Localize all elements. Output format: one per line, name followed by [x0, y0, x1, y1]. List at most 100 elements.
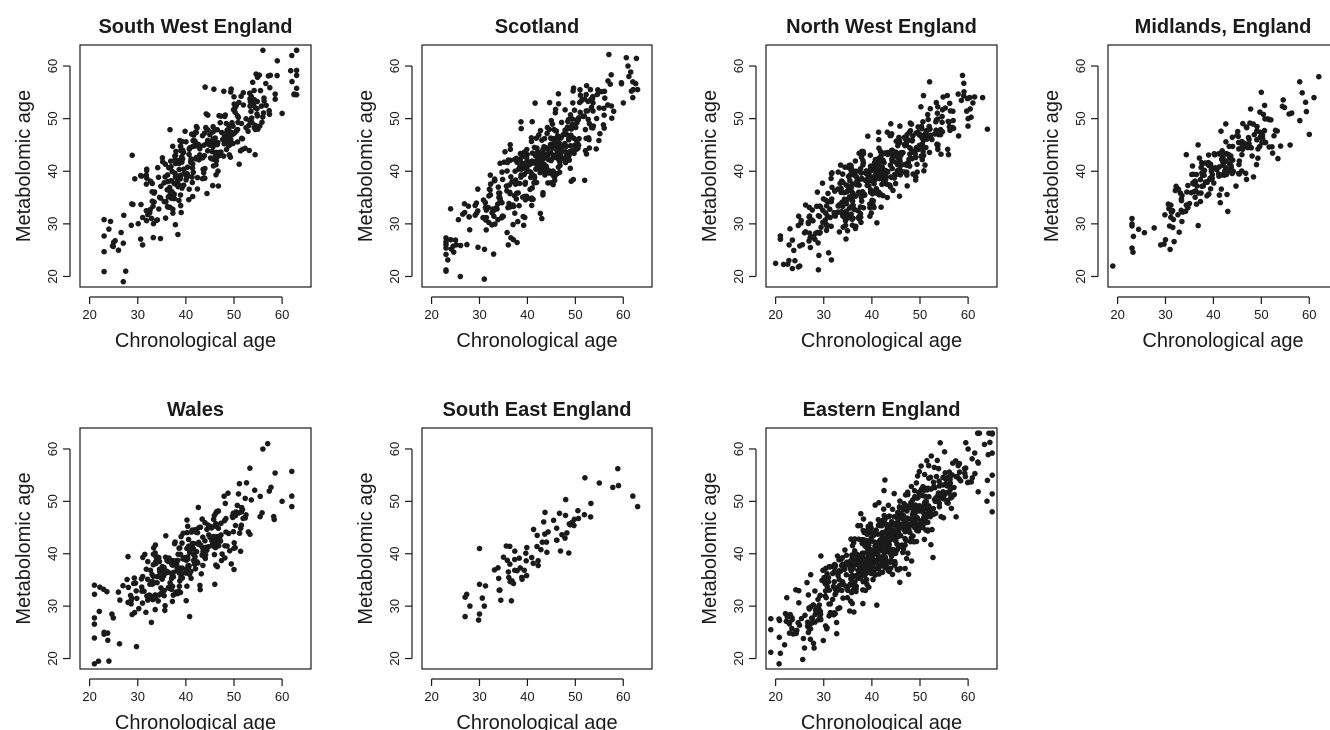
data-point — [185, 564, 192, 570]
data-point — [542, 172, 548, 178]
data-point — [212, 581, 218, 588]
data-point — [192, 138, 198, 144]
data-point — [575, 515, 582, 522]
y-tick-label: 50 — [45, 111, 60, 125]
data-point — [260, 114, 266, 120]
data-point — [836, 202, 842, 208]
data-point — [894, 521, 901, 527]
data-point — [109, 611, 115, 617]
data-point — [289, 503, 295, 510]
data-point — [875, 156, 881, 162]
data-point — [293, 72, 300, 79]
plot-frame — [79, 427, 312, 670]
data-point — [836, 605, 843, 611]
data-point — [897, 158, 903, 165]
data-point — [824, 223, 830, 229]
data-point — [888, 518, 895, 525]
data-point — [204, 526, 210, 533]
data-point — [167, 187, 173, 194]
data-point — [1235, 170, 1242, 177]
data-point — [158, 591, 164, 597]
data-point — [183, 177, 189, 183]
data-point — [109, 243, 116, 249]
data-point — [222, 543, 228, 549]
data-point — [892, 550, 899, 557]
y-tick-label: 60 — [387, 59, 402, 73]
data-point — [628, 88, 635, 94]
data-point — [1209, 171, 1216, 178]
data-point — [963, 108, 970, 114]
data-point — [867, 163, 874, 170]
panel-title: Wales — [167, 399, 224, 421]
data-point — [556, 510, 563, 517]
data-point — [289, 78, 295, 85]
data-point — [193, 548, 200, 555]
data-point — [825, 190, 831, 197]
data-point — [858, 510, 864, 517]
data-point — [1229, 134, 1236, 141]
data-point — [475, 186, 481, 192]
data-point — [882, 175, 888, 181]
data-point — [938, 151, 944, 157]
data-point — [199, 175, 206, 182]
data-point — [940, 94, 946, 100]
data-point — [211, 551, 218, 558]
data-point — [807, 626, 814, 632]
data-point — [215, 525, 222, 532]
data-point — [801, 645, 808, 651]
data-point — [897, 123, 903, 129]
data-point — [223, 120, 230, 127]
data-point — [139, 600, 146, 606]
data-point — [823, 578, 829, 584]
data-point — [542, 509, 548, 516]
data-point — [892, 537, 898, 543]
data-point — [534, 145, 540, 151]
data-point — [877, 148, 884, 155]
data-point — [907, 151, 913, 157]
y-tick-label: 30 — [731, 599, 746, 613]
data-point — [596, 137, 602, 144]
data-point — [1234, 132, 1240, 139]
data-point — [893, 138, 899, 144]
data-point — [228, 129, 235, 136]
data-point — [934, 457, 941, 464]
data-point — [136, 605, 142, 612]
data-point — [189, 165, 196, 171]
data-point — [1197, 198, 1204, 205]
data-point — [122, 268, 129, 275]
data-point — [184, 517, 190, 523]
data-point — [172, 539, 178, 545]
data-point — [835, 572, 841, 579]
data-point — [192, 142, 198, 149]
data-point — [505, 157, 512, 163]
data-point — [450, 249, 457, 255]
data-point — [507, 189, 513, 196]
data-point — [944, 499, 950, 506]
data-point — [482, 199, 489, 206]
data-point — [847, 177, 853, 184]
data-point — [812, 611, 818, 618]
data-point — [246, 147, 253, 154]
x-tick-label: 40 — [520, 307, 534, 322]
data-point — [904, 183, 910, 189]
data-point — [789, 265, 796, 272]
data-point — [177, 192, 184, 198]
data-point — [925, 116, 931, 123]
data-point — [155, 598, 161, 604]
data-point — [914, 473, 921, 479]
data-point — [224, 129, 230, 135]
data-point — [129, 611, 135, 618]
data-point — [874, 163, 880, 170]
data-point — [91, 661, 98, 667]
data-point — [625, 63, 631, 69]
data-point — [138, 576, 145, 582]
data-point — [272, 96, 279, 102]
plot-frame — [79, 44, 312, 288]
data-point — [1202, 160, 1209, 166]
data-point — [827, 601, 834, 607]
data-point — [884, 149, 891, 156]
data-point — [257, 513, 263, 520]
data-point — [963, 439, 969, 446]
data-point — [610, 108, 617, 115]
data-point — [818, 553, 824, 559]
